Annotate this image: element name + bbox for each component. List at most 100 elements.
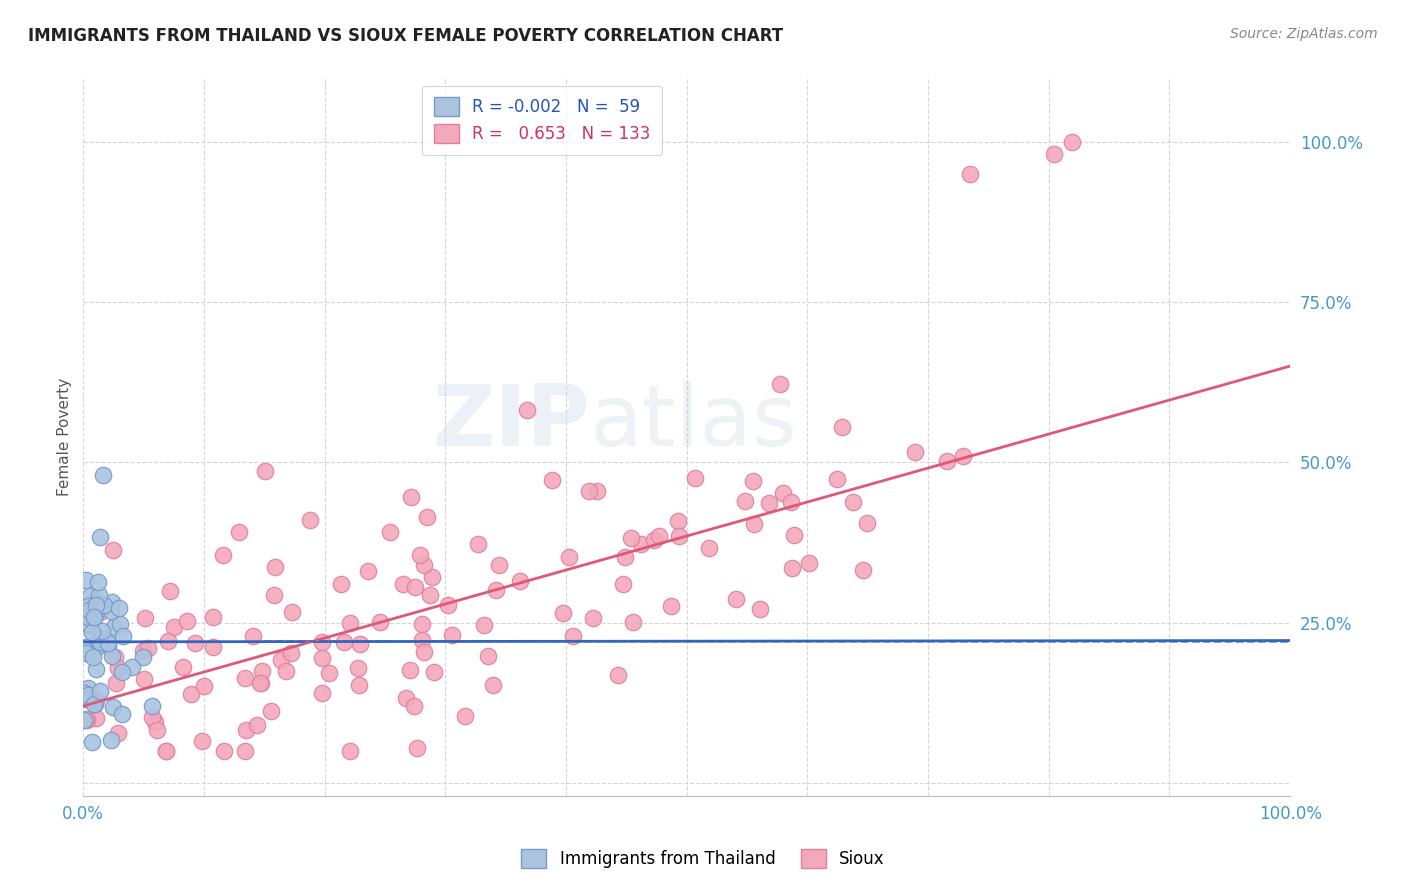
Point [89,635,111,649]
Point [103,620,125,634]
Point [212,744,235,758]
Point [281,605,304,619]
Point [87,632,110,647]
Point [339,744,361,758]
Point [643,533,665,547]
Point [101,700,124,714]
Point [163,620,186,634]
Point [100,604,122,618]
Point [77,688,100,702]
Point [180,687,202,701]
Point [101,649,124,664]
Point [904,444,927,458]
Point [82,625,104,640]
Point [370,615,392,629]
Point [110,617,132,632]
Point [80,645,103,659]
Point [233,671,256,685]
Point [83,698,105,712]
Point [254,464,277,478]
Point [108,600,131,615]
Point [235,723,257,737]
Point [311,635,333,649]
Point [318,666,340,681]
Point [630,537,652,551]
Point [246,718,269,732]
Point [83,594,105,608]
Point [79,589,101,603]
Point [83,609,105,624]
Point [406,741,429,756]
Point [89,530,111,544]
Point [100,733,122,747]
Point [772,486,794,500]
Point [683,471,706,485]
Point [77,607,100,621]
Point [87,575,110,590]
Point [89,605,111,619]
Point [346,661,368,675]
Point [666,515,689,529]
Point [91,624,114,639]
Text: atlas: atlas [591,381,799,464]
Point [77,691,100,706]
Point [541,473,564,487]
Point [758,496,780,510]
Point [77,617,100,632]
Point [159,584,181,599]
Point [86,693,108,707]
Point [270,653,292,667]
Point [121,659,143,673]
Point [482,678,505,692]
Point [87,597,110,611]
Point [423,665,446,679]
Point [76,610,98,624]
Point [409,548,432,562]
Point [134,610,156,624]
Point [562,630,585,644]
Point [107,661,129,675]
Legend: R = -0.002   N =  59, R =   0.653   N = 133: R = -0.002 N = 59, R = 0.653 N = 133 [422,86,662,155]
Point [586,483,609,498]
Point [83,610,105,624]
Point [855,516,877,531]
Point [419,588,441,602]
Point [86,604,108,618]
Point [111,706,134,721]
Point [107,726,129,740]
Point [193,679,215,693]
Point [84,598,107,612]
Point [77,599,100,614]
Point [578,484,600,499]
Point [742,474,765,488]
Point [399,664,422,678]
Point [831,420,853,434]
Point [472,617,495,632]
Point [558,549,581,564]
Point [83,697,105,711]
Point [1062,135,1084,149]
Point [392,576,415,591]
Point [516,403,538,417]
Point [280,646,302,660]
Point [87,595,110,609]
Point [101,595,124,609]
Point [799,556,821,570]
Point [260,704,283,718]
Point [612,576,634,591]
Point [263,560,285,574]
Point [697,541,720,555]
Point [212,548,235,562]
Point [101,543,124,558]
Point [73,713,96,727]
Point [77,603,100,617]
Point [620,531,643,545]
Point [141,710,163,724]
Point [77,681,100,695]
Point [73,642,96,657]
Point [89,684,111,698]
Point [613,550,636,565]
Point [75,692,97,706]
Point [105,675,128,690]
Point [250,665,273,679]
